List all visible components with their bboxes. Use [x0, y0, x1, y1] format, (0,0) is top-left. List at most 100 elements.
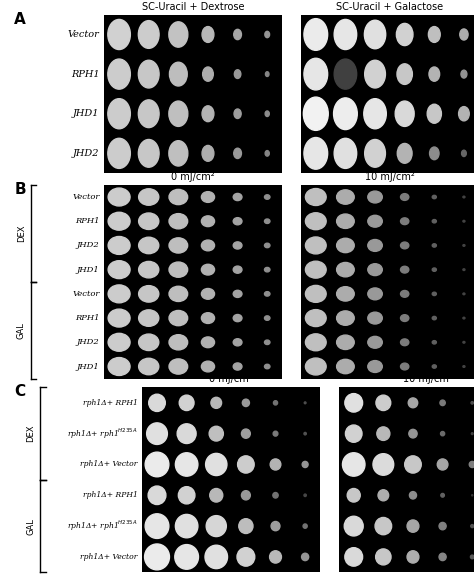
Text: RPH1: RPH1 [75, 217, 100, 225]
Circle shape [463, 220, 465, 222]
Circle shape [138, 286, 159, 302]
Circle shape [233, 266, 242, 273]
Circle shape [337, 190, 354, 204]
Text: rph1Δ+ rph1$^{H235A}$: rph1Δ+ rph1$^{H235A}$ [67, 519, 137, 534]
Circle shape [368, 288, 383, 300]
Circle shape [108, 333, 130, 351]
Circle shape [264, 243, 270, 248]
Circle shape [428, 26, 440, 42]
Circle shape [337, 335, 354, 349]
Circle shape [138, 189, 159, 205]
Circle shape [264, 316, 270, 321]
Circle shape [202, 146, 214, 161]
Circle shape [241, 491, 250, 500]
Circle shape [373, 454, 394, 475]
Circle shape [365, 140, 385, 167]
Circle shape [432, 268, 437, 271]
Circle shape [108, 59, 130, 89]
Text: 10 mJ/cm²: 10 mJ/cm² [365, 172, 415, 182]
Circle shape [108, 139, 130, 168]
Circle shape [463, 293, 465, 295]
Circle shape [334, 98, 357, 130]
Circle shape [233, 339, 242, 346]
Text: rph1Δ+ Vector: rph1Δ+ Vector [80, 460, 137, 468]
Circle shape [459, 107, 469, 121]
Circle shape [138, 21, 159, 48]
Text: GAL: GAL [17, 322, 26, 339]
Circle shape [432, 195, 437, 199]
Text: rph1Δ+ Vector: rph1Δ+ Vector [80, 553, 137, 561]
Circle shape [233, 291, 242, 298]
Circle shape [108, 285, 130, 303]
Circle shape [273, 401, 278, 405]
Circle shape [202, 26, 214, 42]
Circle shape [303, 524, 307, 528]
Circle shape [345, 548, 363, 566]
Circle shape [234, 29, 241, 40]
Circle shape [472, 495, 473, 496]
Circle shape [463, 342, 465, 343]
Circle shape [233, 242, 242, 249]
Circle shape [432, 316, 437, 320]
Text: SC-Uracil + Galactose: SC-Uracil + Galactose [336, 2, 444, 12]
Circle shape [302, 461, 308, 467]
Circle shape [377, 427, 390, 440]
Circle shape [202, 106, 214, 122]
Circle shape [270, 551, 282, 563]
Text: 0 mJ/cm²: 0 mJ/cm² [209, 375, 253, 384]
Circle shape [368, 312, 383, 324]
Circle shape [108, 19, 130, 49]
Circle shape [401, 363, 409, 370]
Circle shape [337, 238, 354, 252]
Circle shape [205, 545, 228, 569]
Circle shape [305, 358, 326, 375]
Circle shape [375, 549, 391, 565]
Circle shape [273, 431, 278, 436]
Circle shape [175, 453, 198, 476]
Circle shape [201, 191, 215, 203]
Circle shape [138, 334, 159, 350]
Text: Vector: Vector [68, 30, 100, 39]
Circle shape [432, 244, 437, 247]
Circle shape [179, 395, 194, 410]
Circle shape [344, 516, 363, 536]
Circle shape [242, 399, 249, 407]
Circle shape [265, 31, 270, 38]
Circle shape [463, 245, 465, 247]
Circle shape [396, 23, 413, 46]
Circle shape [138, 261, 159, 278]
Text: RPH1: RPH1 [71, 70, 100, 79]
Circle shape [401, 291, 409, 297]
Circle shape [304, 58, 328, 90]
Circle shape [305, 188, 326, 205]
Circle shape [463, 366, 465, 367]
Circle shape [237, 456, 254, 473]
Text: JHD2: JHD2 [77, 241, 100, 249]
Circle shape [432, 220, 437, 223]
Text: JHD2: JHD2 [77, 338, 100, 346]
Circle shape [206, 515, 227, 537]
Circle shape [273, 492, 278, 498]
Circle shape [304, 433, 306, 435]
Circle shape [334, 139, 356, 168]
Circle shape [471, 555, 474, 559]
Circle shape [334, 19, 356, 49]
Circle shape [441, 494, 445, 497]
Circle shape [365, 60, 385, 88]
Circle shape [233, 315, 242, 322]
Text: DEX: DEX [27, 425, 35, 443]
Text: Vector: Vector [72, 290, 100, 298]
Circle shape [209, 426, 223, 441]
Circle shape [108, 188, 130, 206]
Circle shape [264, 292, 270, 296]
Circle shape [146, 423, 167, 444]
Text: rph1Δ+ RPH1: rph1Δ+ RPH1 [82, 491, 137, 500]
Circle shape [401, 266, 409, 273]
Circle shape [175, 545, 199, 569]
Circle shape [401, 218, 409, 225]
Circle shape [337, 214, 354, 228]
Circle shape [427, 104, 441, 123]
Circle shape [108, 309, 130, 327]
Circle shape [201, 313, 215, 323]
Circle shape [201, 216, 215, 227]
